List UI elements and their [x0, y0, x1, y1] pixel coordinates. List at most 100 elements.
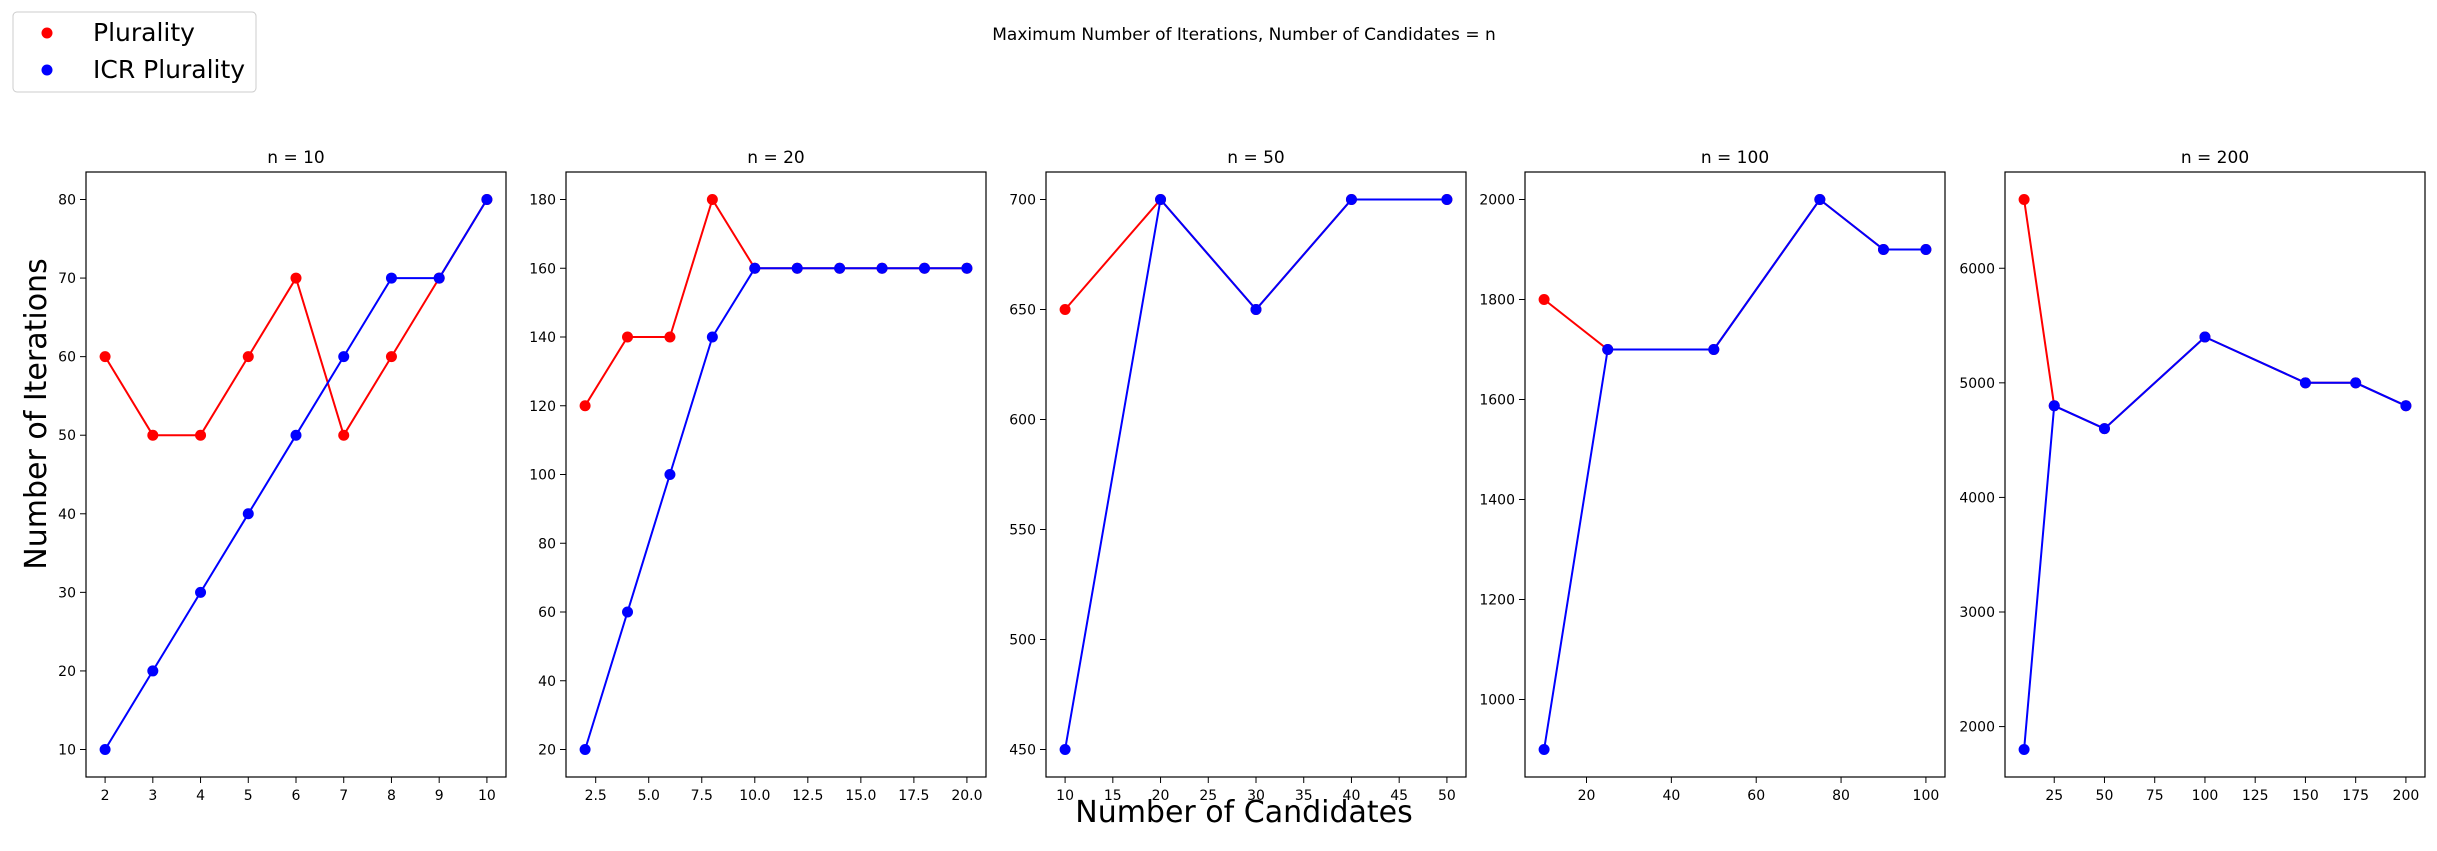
y-tick-label: 60 — [538, 605, 556, 621]
y-tick-label: 160 — [529, 261, 556, 277]
x-tick-label: 150 — [2292, 788, 2319, 804]
plot-frame — [1045, 171, 1467, 778]
data-point-icr-plurality — [918, 262, 930, 274]
y-tick-label: 50 — [58, 428, 76, 444]
legend-marker-icr-plurality — [41, 64, 53, 76]
series-line-icr-plurality — [1064, 197, 1447, 750]
y-tick-label: 80 — [58, 193, 76, 209]
data-point-plurality — [1059, 304, 1071, 315]
y-tick-label: 1600 — [1479, 393, 1515, 409]
data-point-plurality — [242, 351, 254, 363]
data-point-plurality — [338, 429, 350, 441]
x-tick-label: 40 — [1343, 788, 1361, 804]
plot-frame — [1524, 171, 1946, 778]
subplot-title: n = 10 — [267, 148, 324, 168]
data-point-icr-plurality — [1059, 744, 1071, 755]
x-tick-label: 7 — [339, 788, 348, 804]
y-tick-label: 600 — [1009, 413, 1036, 429]
legend-marker-plurality — [41, 27, 53, 39]
plot-frame — [85, 171, 507, 778]
subplot-n-100: n = 100 20 40 60 80 100 1000 1200 1400 1600 1800 20… — [1479, 148, 1946, 804]
x-tick-label: 20.0 — [951, 788, 982, 804]
y-tick-label: 700 — [1009, 193, 1036, 209]
data-point-icr-plurality — [147, 665, 159, 677]
data-point-icr-plurality — [664, 469, 676, 480]
data-point-plurality — [579, 400, 591, 412]
y-tick-label: 60 — [58, 350, 76, 366]
data-point-plurality — [147, 429, 159, 441]
y-tick-label: 140 — [529, 330, 556, 346]
series-line-icr-plurality — [2023, 335, 2407, 750]
x-tick-label: 7.5 — [691, 788, 713, 804]
x-tick-label: 17.5 — [898, 788, 929, 804]
y-tick-label: 1000 — [1479, 693, 1515, 709]
y-tick-label: 80 — [538, 536, 556, 552]
series-line-plurality — [104, 198, 488, 438]
x-tick-label: 40 — [1662, 788, 1680, 804]
y-tick-label: 4000 — [1959, 490, 1995, 506]
data-point-plurality — [385, 351, 397, 363]
data-point-icr-plurality — [2018, 744, 2030, 755]
data-point-icr-plurality — [1877, 244, 1889, 255]
subplot-n-50: n = 50 10 15 20 25 30 35 40 45 50 450 500 550 600 650 7… — [1009, 148, 1467, 804]
x-tick-label: 100 — [1913, 788, 1940, 804]
data-point-icr-plurality — [1538, 744, 1550, 755]
data-point-plurality — [664, 331, 676, 343]
x-tick-label: 100 — [2192, 788, 2219, 804]
data-point-icr-plurality — [1920, 244, 1932, 255]
series-line-plurality — [1543, 198, 1926, 351]
y-tick-label: 2000 — [1479, 193, 1515, 209]
x-tick-label: 10 — [478, 788, 496, 804]
data-point-icr-plurality — [749, 262, 761, 274]
x-tick-label: 35 — [1295, 788, 1313, 804]
plot-frame — [2004, 171, 2426, 778]
x-tick-label: 2.5 — [585, 788, 607, 804]
x-tick-label: 60 — [1747, 788, 1765, 804]
data-point-icr-plurality — [433, 272, 445, 284]
y-tick-label: 500 — [1009, 633, 1036, 649]
x-tick-label: 2 — [101, 788, 110, 804]
x-tick-label: 50 — [2096, 788, 2114, 804]
x-tick-label: 20 — [1152, 788, 1170, 804]
data-point-icr-plurality — [2400, 400, 2412, 412]
x-axis-label: Number of Candidates — [1075, 795, 1413, 830]
data-point-icr-plurality — [876, 262, 888, 274]
y-tick-label: 20 — [58, 664, 76, 680]
data-point-plurality — [2018, 194, 2030, 205]
x-tick-label: 10 — [1056, 788, 1074, 804]
data-point-icr-plurality — [1602, 344, 1614, 355]
y-tick-label: 1400 — [1479, 493, 1515, 509]
data-point-icr-plurality — [1814, 194, 1826, 205]
x-tick-label: 175 — [2342, 788, 2369, 804]
data-point-icr-plurality — [706, 331, 718, 343]
subplot-n-20: n = 20 2.5 5.0 7.5 10.0 12.5 15.0 17.5 20.0 20 40 6… — [529, 148, 987, 804]
y-tick-label: 650 — [1009, 303, 1036, 319]
subplot-title: n = 200 — [2181, 148, 2249, 168]
data-point-icr-plurality — [195, 586, 207, 598]
series-line-icr-plurality — [1543, 198, 1926, 750]
y-tick-label: 30 — [58, 585, 76, 601]
data-point-icr-plurality — [481, 194, 493, 205]
data-point-icr-plurality — [242, 508, 254, 520]
data-point-icr-plurality — [338, 351, 350, 363]
y-tick-label: 1800 — [1479, 293, 1515, 309]
data-point-icr-plurality — [834, 262, 846, 274]
data-point-icr-plurality — [385, 272, 397, 284]
data-point-icr-plurality — [2048, 400, 2060, 412]
data-point-icr-plurality — [1441, 194, 1453, 205]
subplot-n-10: n = 10 2 3 4 5 6 7 8 9 10 10 20 30 40 50 60 70 80 — [58, 148, 507, 804]
data-point-icr-plurality — [1708, 344, 1720, 355]
data-point-icr-plurality — [2199, 331, 2211, 343]
plot-frame — [565, 171, 987, 778]
subplot-n-200: n = 200 25 50 75 100 125 150 175 200 2000 3000 4000… — [1959, 148, 2426, 804]
y-tick-label: 180 — [529, 193, 556, 209]
y-tick-label: 6000 — [1959, 261, 1995, 277]
data-point-icr-plurality — [1155, 194, 1167, 205]
y-tick-label: 40 — [58, 507, 76, 523]
legend-frame — [12, 11, 257, 93]
x-tick-label: 45 — [1390, 788, 1408, 804]
y-tick-label: 120 — [529, 399, 556, 415]
x-tick-label: 15 — [1104, 788, 1122, 804]
y-tick-label: 20 — [538, 743, 556, 759]
x-tick-label: 80 — [1832, 788, 1850, 804]
